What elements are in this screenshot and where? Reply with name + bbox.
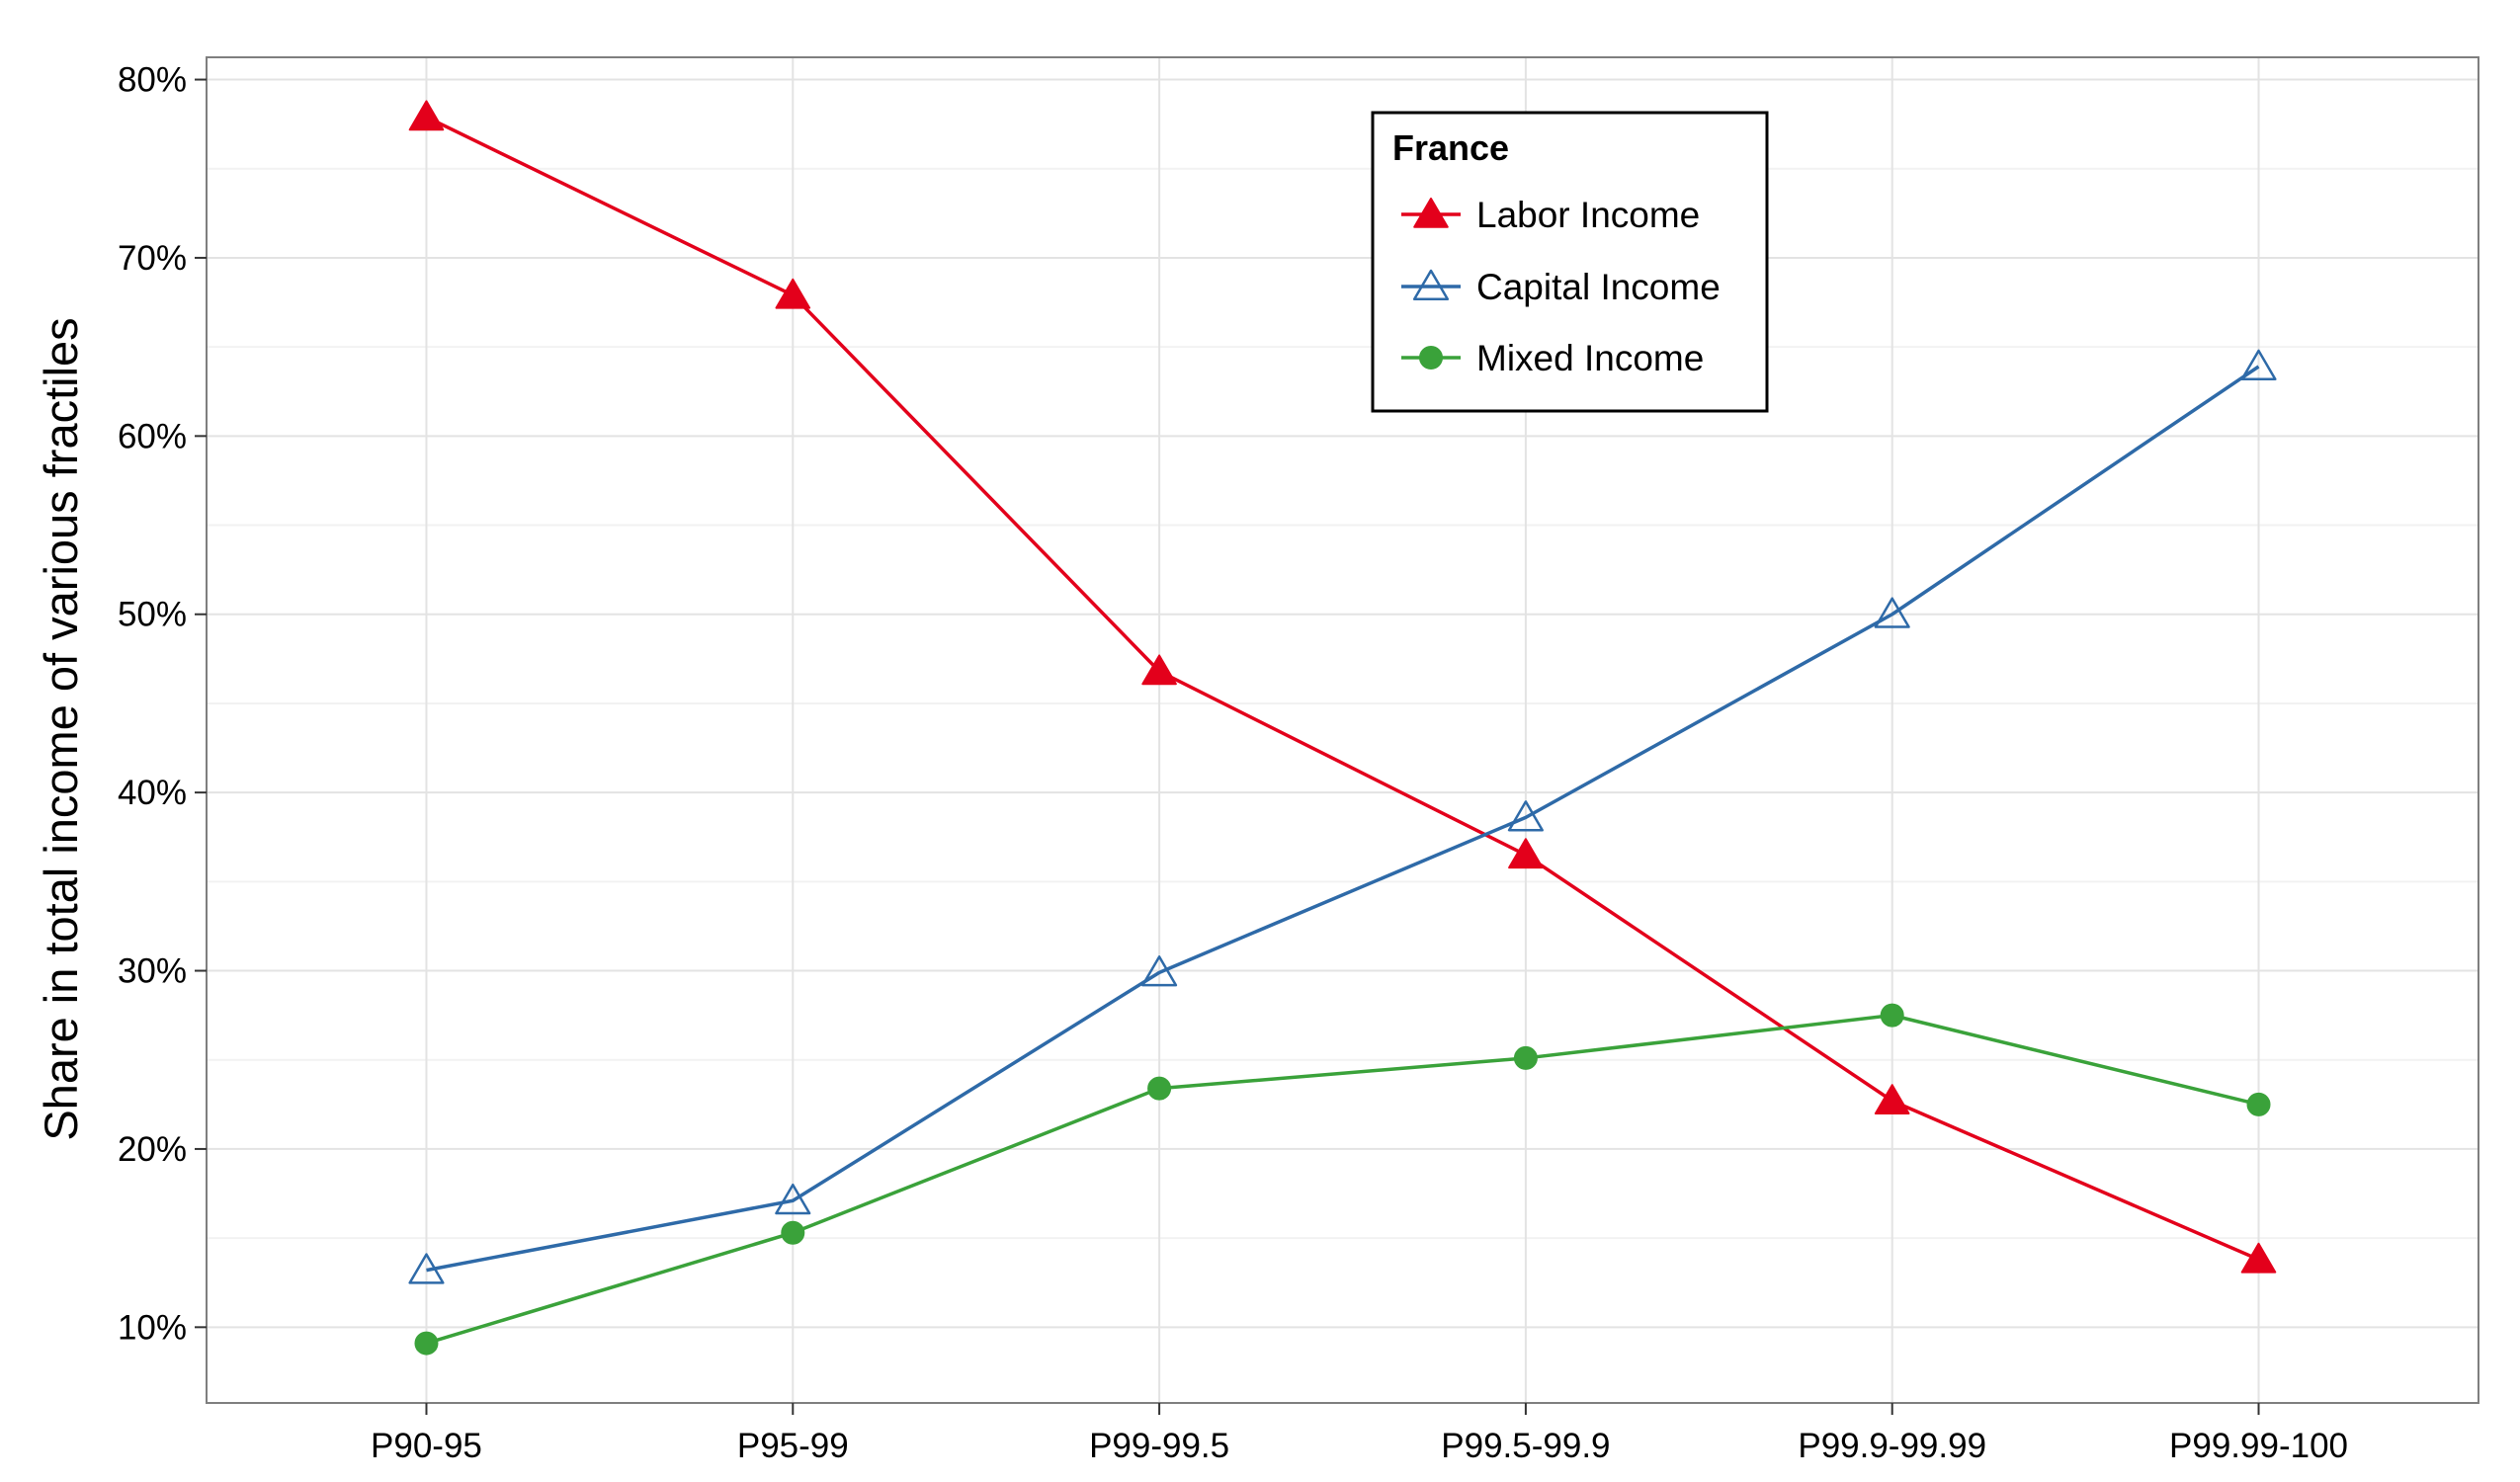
major-gridlines xyxy=(207,57,2478,1403)
legend-item-labor-income: Labor Income xyxy=(1401,195,1700,235)
series-capital-income xyxy=(408,349,2277,1284)
legend-key-marker xyxy=(1412,269,1450,301)
series-labor-income xyxy=(408,100,2277,1274)
capital-income-point xyxy=(408,1253,445,1284)
labor-income-point xyxy=(408,100,445,131)
mixed-income-point xyxy=(414,1331,439,1356)
legend-key-marker xyxy=(1413,198,1449,228)
labor-income-point xyxy=(1141,654,1177,686)
x-axis: P90-95 P95-99 P99-99.5 P99.5-99.9 P99.9-99.9… xyxy=(371,1403,2348,1465)
y-tick-label: 40% xyxy=(118,774,187,812)
legend-item-mixed-income: Mixed Income xyxy=(1401,338,1704,378)
y-axis-title: Share in total income of various fractil… xyxy=(35,317,87,1140)
legend-label: Labor Income xyxy=(1476,195,1700,235)
legend-label: Capital Income xyxy=(1476,267,1721,307)
labor-income-point xyxy=(2240,1242,2277,1274)
y-tick-label: 70% xyxy=(118,239,187,278)
legend: France Labor Income Capital Income Mixed I… xyxy=(1371,111,1769,413)
x-tick-label: P99-99.5 xyxy=(1089,1427,1229,1465)
y-axis: 10% 20% 30% 40% 50% 60% 70% 80% xyxy=(118,61,207,1347)
labor-income-line xyxy=(425,115,2260,1262)
mixed-income-point xyxy=(1880,1003,1904,1028)
mixed-income-point xyxy=(2246,1092,2271,1116)
mixed-income-line xyxy=(425,1013,2259,1346)
y-tick-label: 60% xyxy=(118,417,187,455)
capital-income-point xyxy=(775,1183,811,1215)
legend-label: Mixed Income xyxy=(1476,338,1704,378)
series-layer xyxy=(408,100,2277,1356)
y-tick-label: 10% xyxy=(118,1308,187,1347)
capital-income-point xyxy=(1507,800,1544,832)
legend-title: France xyxy=(1392,127,1509,168)
mixed-income-point xyxy=(781,1220,805,1245)
y-tick-label: 80% xyxy=(118,61,187,100)
labor-income-point xyxy=(1874,1084,1910,1115)
labor-income-point xyxy=(775,278,811,309)
mixed-income-point xyxy=(1513,1045,1538,1070)
y-tick-label: 20% xyxy=(118,1130,187,1169)
plot-panel-border xyxy=(206,56,2479,1404)
x-tick-label: P90-95 xyxy=(371,1427,482,1465)
capital-income-line xyxy=(426,365,2260,1273)
legend-items: Labor Income Capital Income Mixed Income xyxy=(1401,195,1721,378)
minor-gridlines xyxy=(207,167,2478,1240)
legend-item-capital-income: Capital Income xyxy=(1401,267,1721,307)
capital-income-point xyxy=(1141,955,1178,987)
x-tick-label: P95-99 xyxy=(737,1427,849,1465)
capital-income-point xyxy=(2240,349,2277,381)
x-tick-label: P99.5-99.9 xyxy=(1441,1427,1610,1465)
y-tick-label: 30% xyxy=(118,952,187,991)
legend-key-marker xyxy=(1419,346,1443,370)
y-tick-label: 50% xyxy=(118,596,187,634)
series-mixed-income xyxy=(414,1003,2271,1356)
x-tick-label: P99.9-99.99 xyxy=(1798,1427,1986,1465)
mixed-income-point xyxy=(1147,1076,1172,1101)
labor-income-point xyxy=(1508,838,1544,869)
x-tick-label: P99.99-100 xyxy=(2169,1427,2348,1465)
capital-income-point xyxy=(1874,597,1910,628)
